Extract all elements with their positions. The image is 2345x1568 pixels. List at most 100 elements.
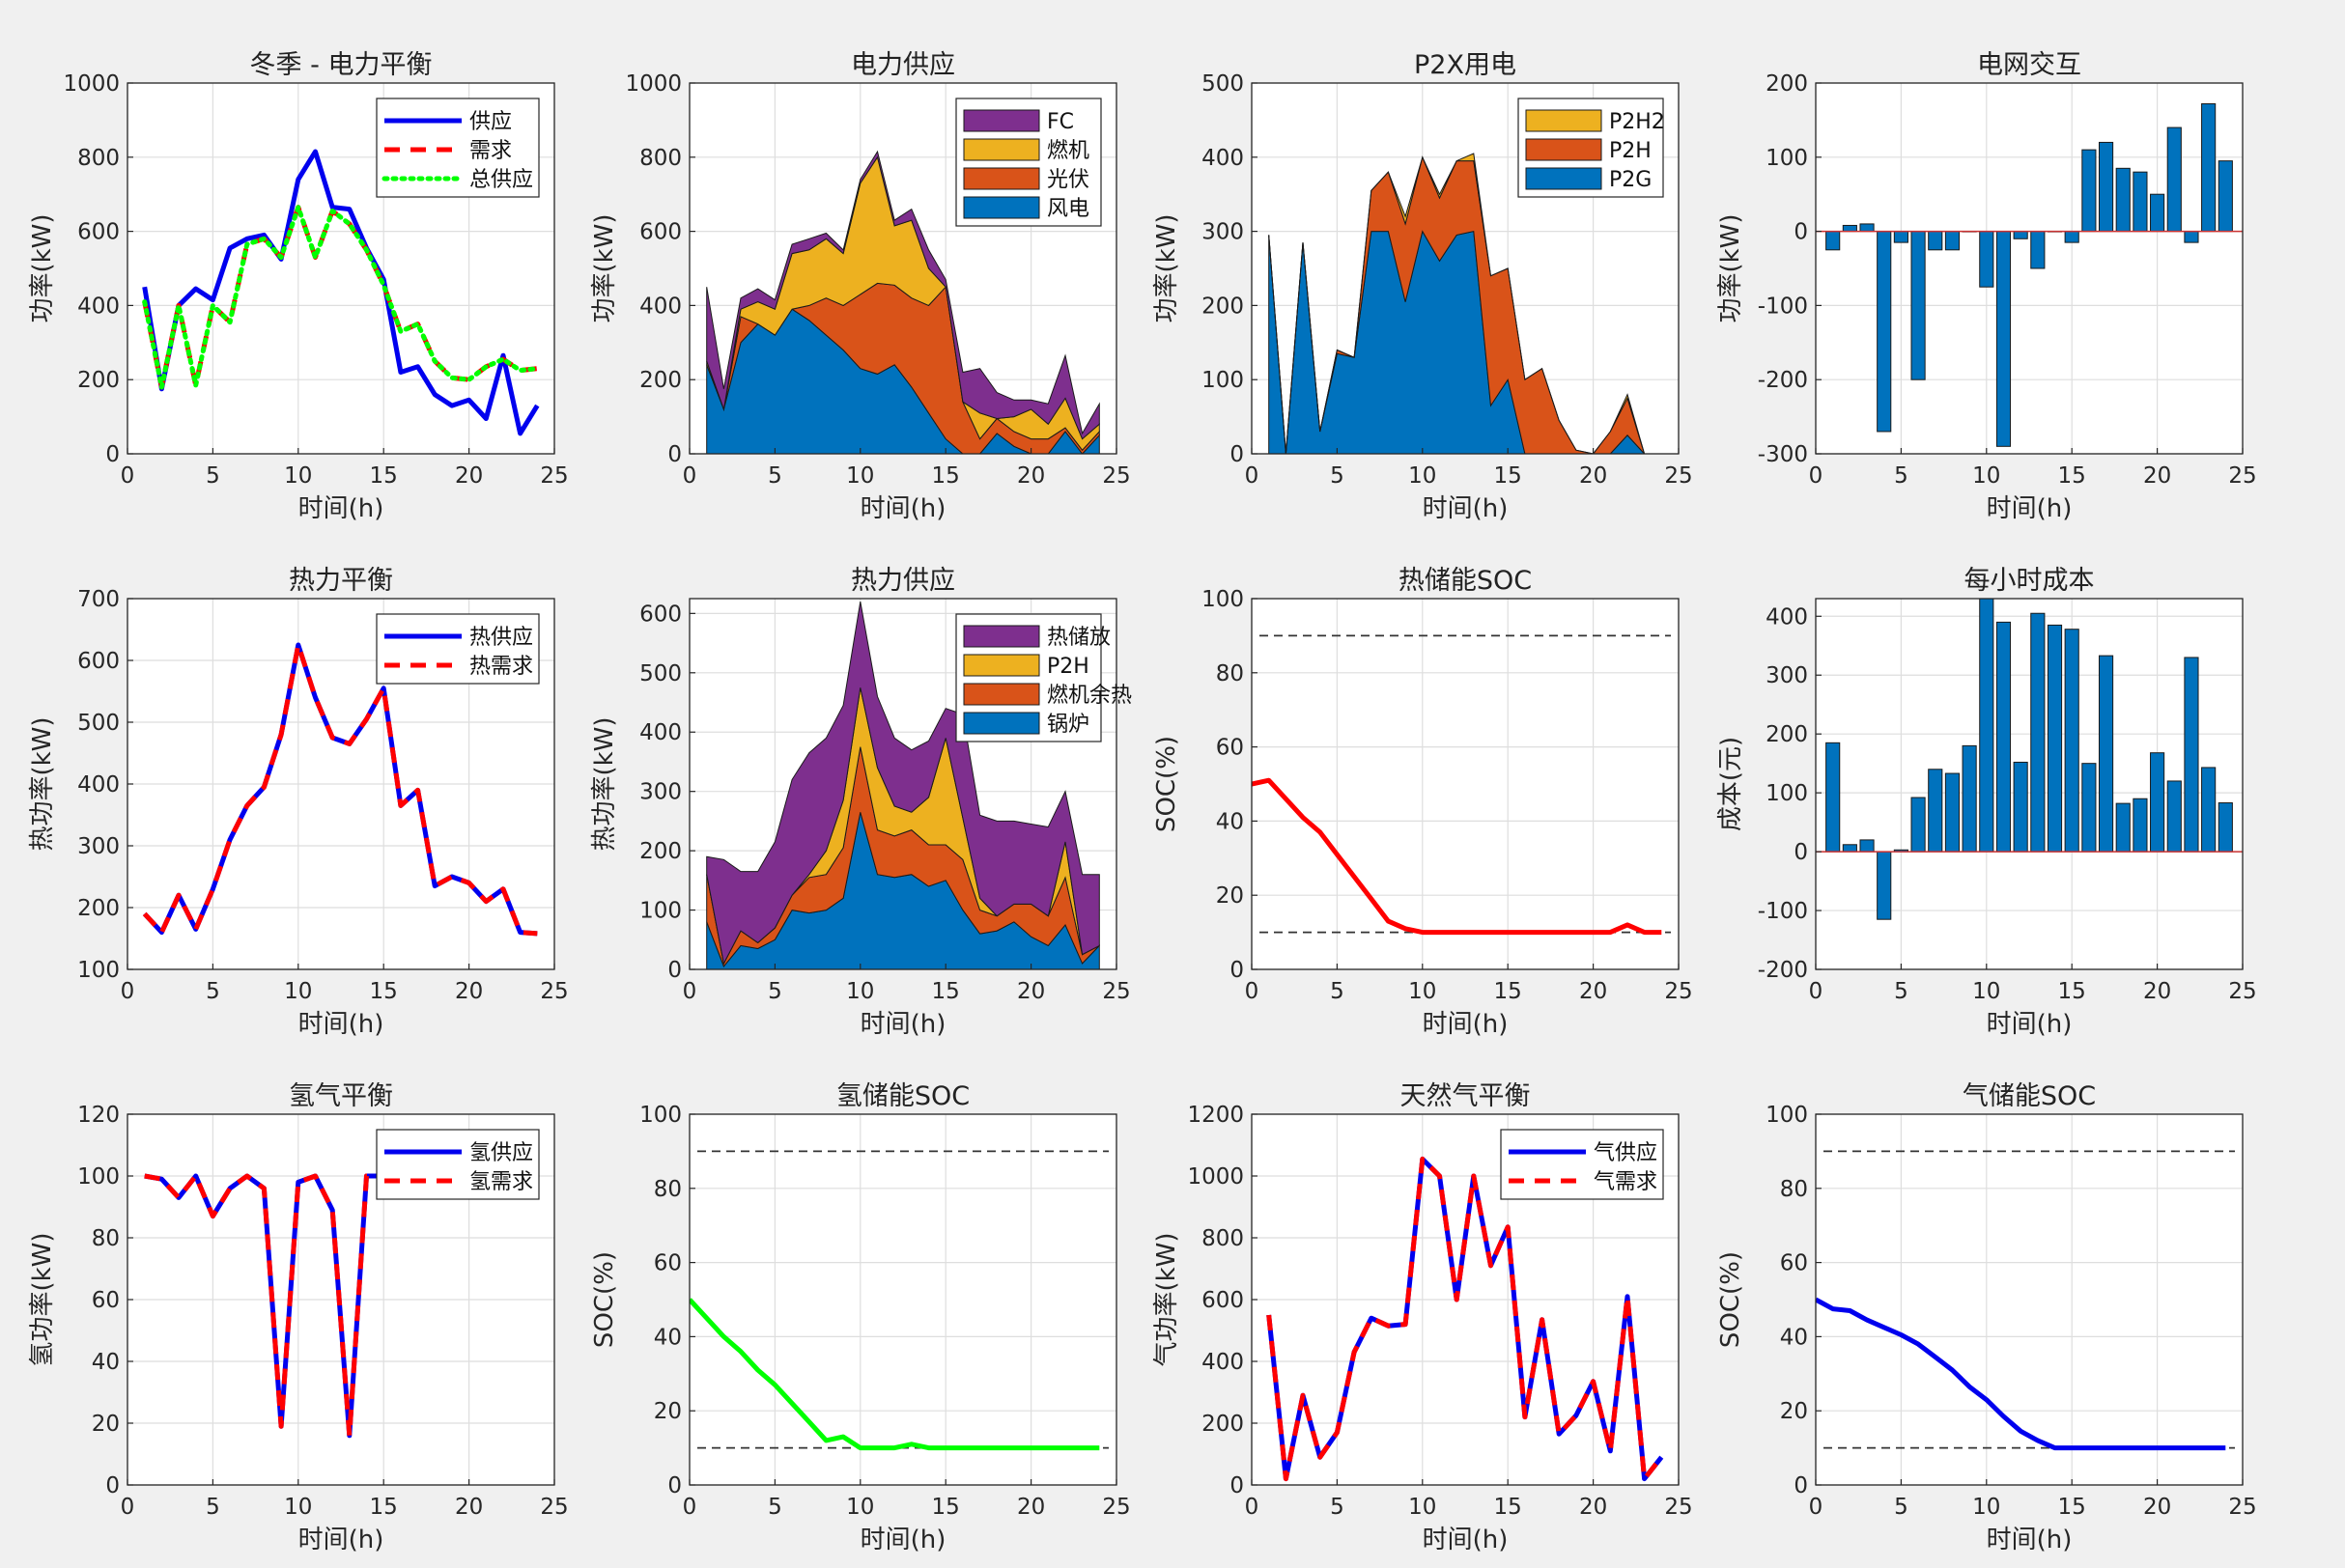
p3-xtick-label: 0 xyxy=(1245,463,1259,489)
p3-area-2 xyxy=(1268,153,1662,454)
p4-bar xyxy=(2013,231,2028,239)
p1-xtick-label: 5 xyxy=(206,463,220,489)
p3-ytick-label: 200 xyxy=(1201,294,1244,319)
p12-ylabel: SOC(%) xyxy=(1716,1251,1745,1348)
p6-ytick-label: 300 xyxy=(639,780,682,805)
p3-legend-label: P2H xyxy=(1609,139,1652,163)
p7-ytick-label: 40 xyxy=(1216,809,1244,834)
p4-bar xyxy=(2115,167,2131,233)
p7-plot-area xyxy=(1252,599,1679,969)
p11-xtick-label: 25 xyxy=(1664,1495,1692,1520)
p3-legend-swatch xyxy=(1525,167,1602,190)
p10-ytick-label: 20 xyxy=(654,1399,682,1424)
p6-legend-label: P2H xyxy=(1047,655,1089,679)
p12-series-0 xyxy=(1816,1297,2226,1451)
p8-bar xyxy=(2030,612,2046,853)
p12-ytick-label: 100 xyxy=(1766,1103,1808,1128)
p6-xtick-label: 25 xyxy=(1102,979,1130,1004)
p10-panel: 0 5 10 15 20 25 0 20 40 60 80 100 氢储能SOC 时间(h) SOC(%) xyxy=(590,1081,1131,1554)
p9-xtick-label: 5 xyxy=(206,1495,220,1520)
p10-xtick-label: 10 xyxy=(846,1495,874,1520)
p7-axes-box xyxy=(1251,598,1680,970)
p12-ytick-label: 80 xyxy=(1780,1177,1808,1202)
p8-xtick-label: 20 xyxy=(2143,979,2171,1004)
p8-xlabel: 时间(h) xyxy=(1987,1010,2073,1039)
p1-xtick-label: 15 xyxy=(370,463,398,489)
p12-ytick-label: 60 xyxy=(1780,1251,1808,1276)
p5-xtick-label: 10 xyxy=(284,979,312,1004)
p8-bar xyxy=(2098,655,2114,853)
p11-ytick-label: 800 xyxy=(1201,1226,1244,1251)
p5-title: 热力平衡 xyxy=(289,566,393,596)
p4-ylabel: 功率(kW) xyxy=(1716,213,1745,322)
p6-legend-swatch xyxy=(963,683,1040,706)
p6-legend-label: 燃机余热 xyxy=(1047,684,1132,708)
p10-xlabel: 时间(h) xyxy=(861,1526,946,1554)
p9-series-1 xyxy=(144,1173,539,1439)
p5-xtick-label: 5 xyxy=(206,979,220,1004)
p1-ytick-label: 200 xyxy=(77,368,120,393)
p4-data xyxy=(1816,103,2243,447)
p8-xtick-label: 25 xyxy=(2228,979,2256,1004)
p8-bar xyxy=(2115,802,2131,853)
p4-bar xyxy=(1928,231,1943,251)
p5-ytick-label: 100 xyxy=(77,958,120,983)
p2-data xyxy=(706,150,1100,454)
p2-legend-label: 风电 xyxy=(1047,197,1089,221)
p4-ytick-label: -300 xyxy=(1758,442,1808,467)
p8-bar xyxy=(2166,780,2182,853)
p10-ytick-label: 80 xyxy=(654,1177,682,1202)
p8-bar xyxy=(2081,763,2097,853)
p5-ytick-label: 600 xyxy=(77,649,120,674)
p2-legend-swatch xyxy=(963,196,1040,219)
p4-title: 电网交互 xyxy=(1977,50,2081,80)
p1-ytick-label: 1000 xyxy=(63,71,120,97)
p5-ytick-label: 300 xyxy=(77,834,120,859)
p12-xtick-label: 10 xyxy=(1972,1495,2000,1520)
p5-xlabel: 时间(h) xyxy=(298,1010,384,1039)
p1-legend-label: 总供应 xyxy=(469,168,533,192)
p8-ytick-label: 300 xyxy=(1766,663,1808,688)
p4-bar xyxy=(1944,231,1961,251)
p3-ytick-label: 500 xyxy=(1201,71,1244,97)
p3-ylabel: 功率(kW) xyxy=(1152,213,1181,322)
p10-xtick-label: 5 xyxy=(768,1495,782,1520)
p4-bar xyxy=(2098,141,2114,233)
p7-data xyxy=(1252,634,1671,936)
p5-ytick-label: 500 xyxy=(77,711,120,736)
p6-xlabel: 时间(h) xyxy=(861,1010,946,1039)
p12-xtick-label: 15 xyxy=(2058,1495,2086,1520)
p10-ylabel: SOC(%) xyxy=(590,1251,619,1348)
p1-xtick-label: 0 xyxy=(121,463,135,489)
p7-xtick-label: 5 xyxy=(1330,979,1344,1004)
p5-ytick-label: 400 xyxy=(77,772,120,798)
p12-ytick-label: 20 xyxy=(1780,1399,1808,1424)
p10-ytick-label: 100 xyxy=(639,1103,682,1128)
p8-axes-box xyxy=(1815,598,2244,970)
p2-ytick-label: 600 xyxy=(639,220,682,245)
p7-ytick-label: 100 xyxy=(1201,587,1244,612)
p3-ytick-label: 100 xyxy=(1201,368,1244,393)
p5-xtick-label: 20 xyxy=(455,979,483,1004)
p8-bar xyxy=(1995,621,2012,853)
p4-ytick-label: -200 xyxy=(1758,368,1808,393)
p6-legend-label: 热储放 xyxy=(1047,626,1111,650)
p1-panel: 0 5 10 15 20 25 0 200 400 600 800 1000 冬季 - 电力平衡时间(h… xyxy=(28,50,569,523)
p2-legend-swatch xyxy=(963,109,1040,132)
p11-xlabel: 时间(h) xyxy=(1423,1526,1509,1554)
p7-xtick-label: 10 xyxy=(1408,979,1436,1004)
p3-legend-swatch xyxy=(1525,138,1602,161)
p2-ytick-label: 1000 xyxy=(625,71,682,97)
p12-xtick-label: 5 xyxy=(1894,1495,1908,1520)
p5-xtick-label: 15 xyxy=(370,979,398,1004)
p2-xtick-label: 5 xyxy=(768,463,782,489)
p9-xtick-label: 25 xyxy=(540,1495,568,1520)
p4-bar xyxy=(1877,231,1892,433)
p7-ytick-label: 60 xyxy=(1216,736,1244,761)
p4-axes-box xyxy=(1815,82,2244,455)
p1-ytick-label: 800 xyxy=(77,146,120,171)
